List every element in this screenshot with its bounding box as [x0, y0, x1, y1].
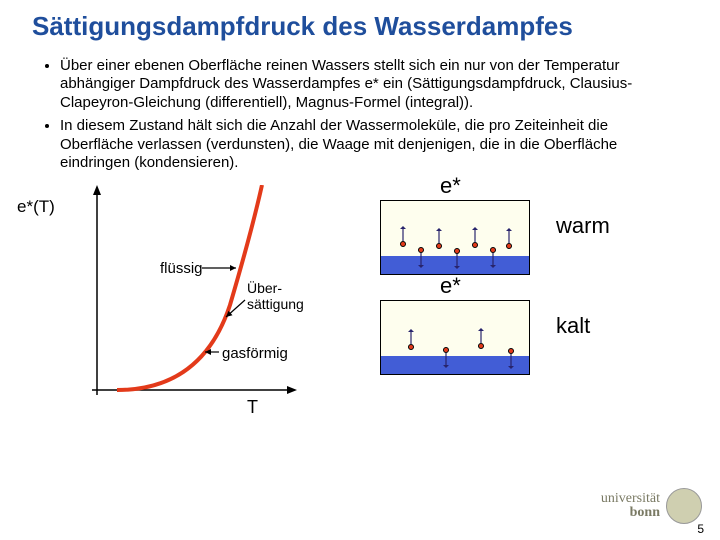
logo-text-2: bonn — [601, 506, 660, 520]
diagram-area: e* warm e* kalt e*(T)TflüssigÜber- sätti… — [0, 185, 720, 455]
bullet-list: Über einer ebenen Oberfläche reinen Wass… — [0, 49, 720, 186]
warm-box — [380, 200, 530, 275]
cold-box — [380, 300, 530, 375]
e-star-label-warm: e* — [440, 173, 461, 199]
region-label-flussig: flüssig — [160, 260, 203, 277]
molecule-arrows — [381, 301, 531, 376]
bullet-item: In diesem Zustand hält sich die Anzahl d… — [60, 117, 670, 173]
temp-label-cold: kalt — [556, 313, 590, 339]
e-star-label-cold: e* — [440, 273, 461, 299]
university-logo: universität bonn — [601, 488, 702, 524]
temp-label-warm: warm — [556, 213, 610, 239]
x-axis-label: T — [247, 397, 258, 418]
slide-number: 5 — [697, 522, 704, 536]
logo-text-1: universität — [601, 492, 660, 506]
y-axis-label: e*(T) — [17, 197, 55, 217]
molecule-arrows — [381, 201, 531, 276]
region-label-ubersattigung: Über- sättigung — [247, 280, 304, 312]
slide-title: Sättigungsdampfdruck des Wasserdampfes — [0, 0, 720, 49]
seal-icon — [666, 488, 702, 524]
region-label-gasformig: gasförmig — [222, 345, 288, 362]
bullet-item: Über einer ebenen Oberfläche reinen Wass… — [60, 57, 670, 113]
